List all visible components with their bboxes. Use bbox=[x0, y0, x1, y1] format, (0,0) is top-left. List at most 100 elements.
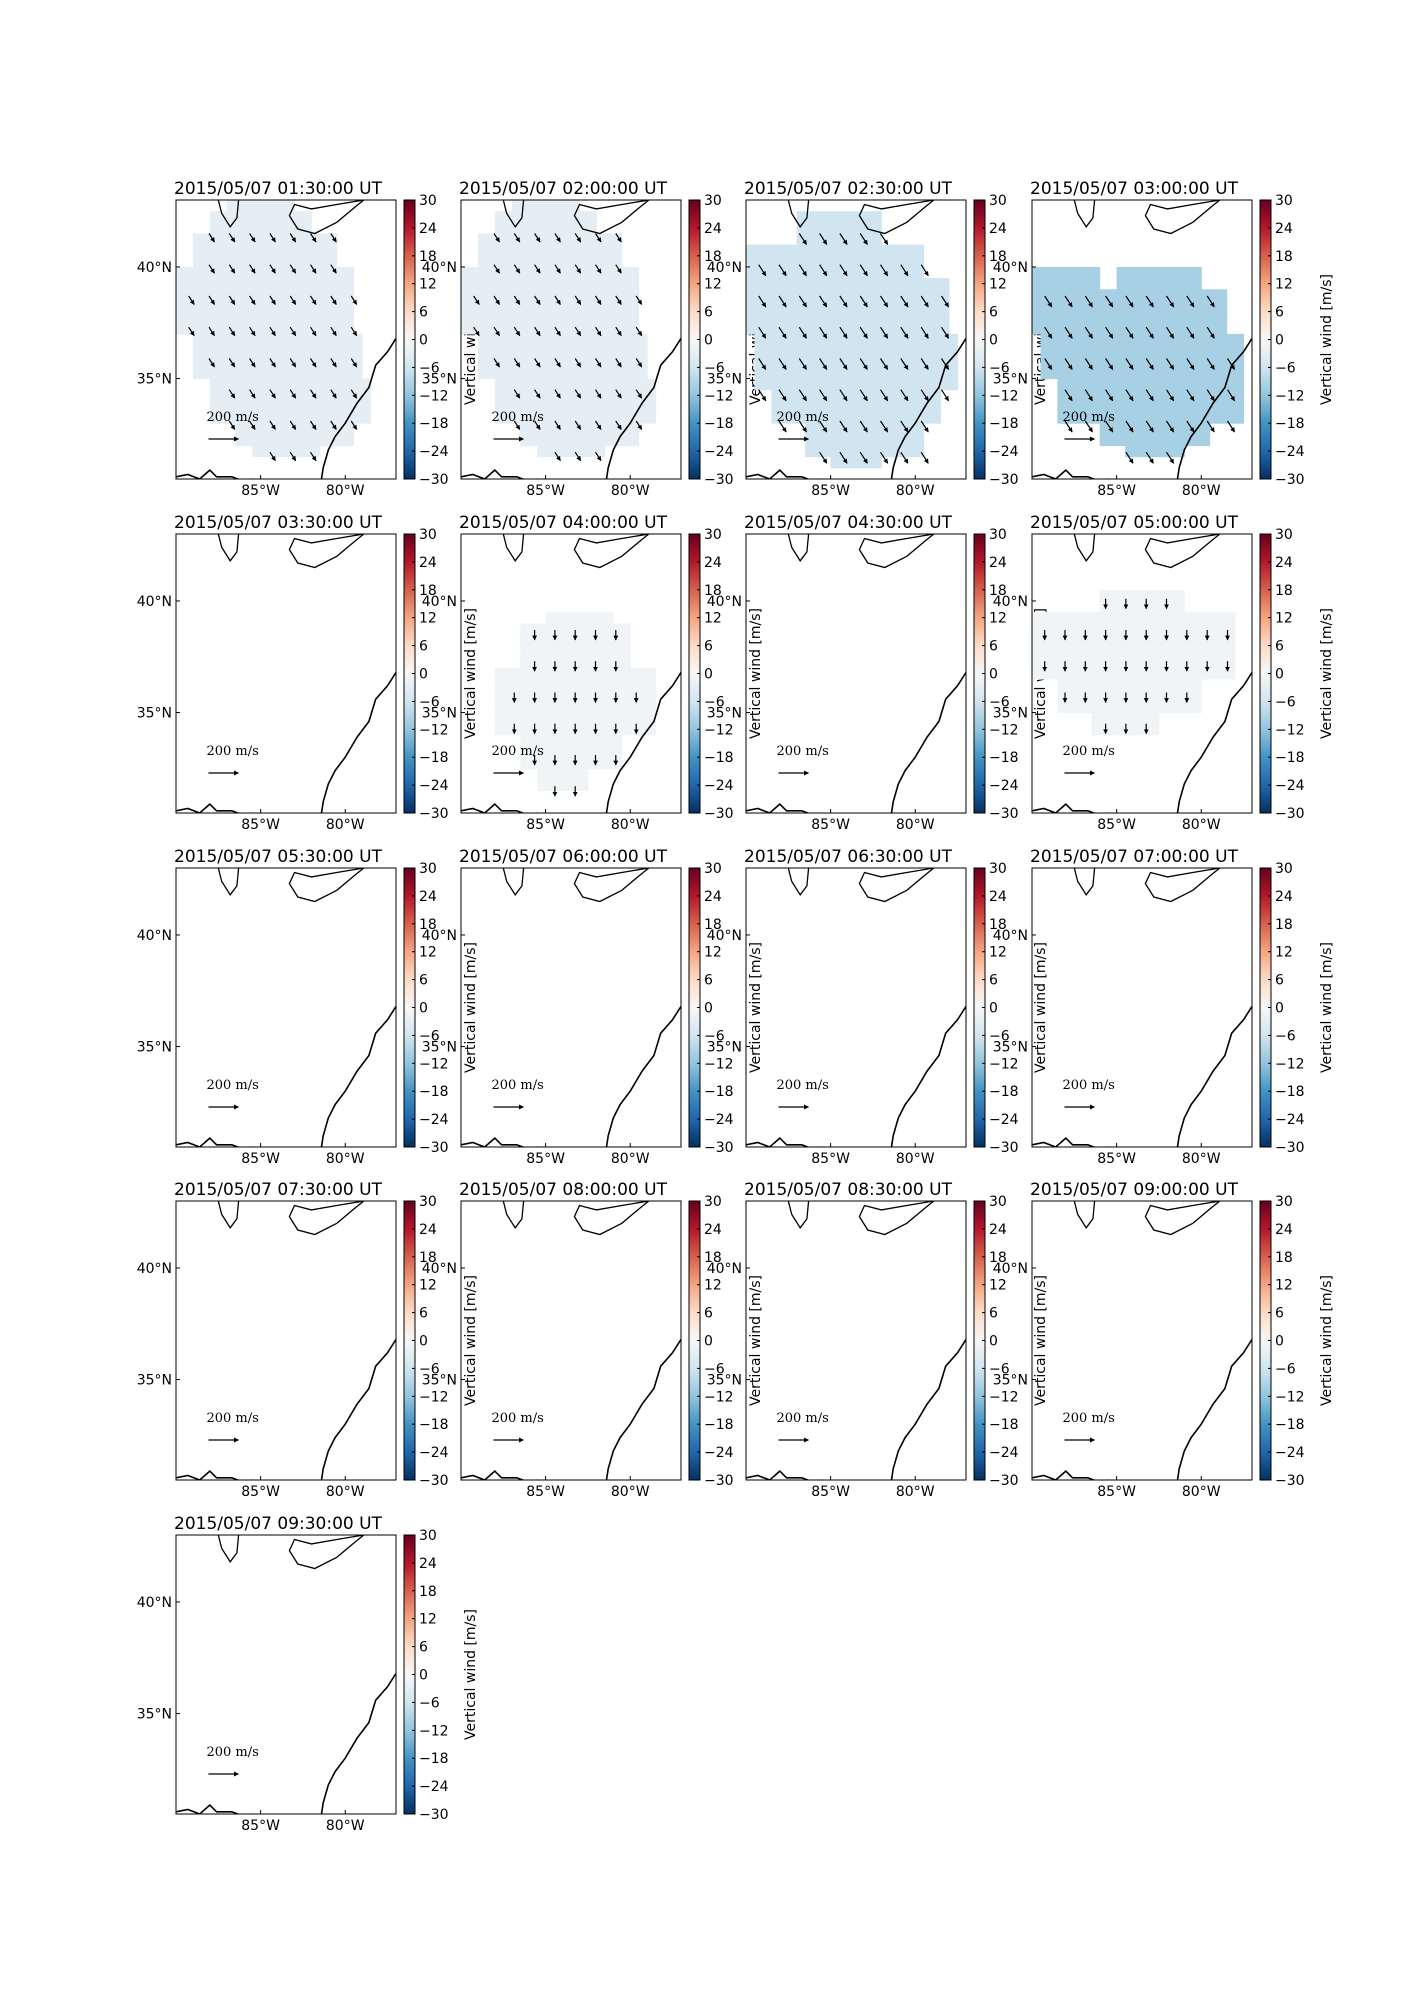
heatmap-cell bbox=[746, 322, 755, 335]
heatmap-cell bbox=[1201, 656, 1211, 669]
heatmap-cell bbox=[1142, 701, 1151, 714]
heatmap-cell bbox=[1192, 367, 1202, 380]
coastline-gulf bbox=[461, 1137, 538, 1147]
heatmap-cell bbox=[218, 333, 228, 346]
heatmap-cell bbox=[545, 645, 555, 658]
lake-michigan bbox=[502, 1201, 525, 1229]
heatmap-cell bbox=[923, 311, 933, 324]
heatmap-cell bbox=[889, 289, 899, 301]
heatmap-cell bbox=[260, 322, 270, 335]
heatmap-cell bbox=[915, 267, 925, 279]
colorbar-tick-label: 12 bbox=[419, 611, 437, 627]
quiver-key: 200 m/s bbox=[776, 410, 829, 442]
heatmap-cell bbox=[1108, 289, 1118, 301]
heatmap-cell bbox=[579, 278, 589, 290]
heatmap-cell bbox=[201, 367, 211, 380]
heatmap-cell bbox=[856, 233, 865, 246]
wind-arrow bbox=[758, 389, 767, 402]
colorbar-tick-label: −30 bbox=[989, 472, 1019, 488]
heatmap-cell bbox=[528, 311, 538, 324]
heatmap-cell bbox=[1201, 378, 1211, 391]
heatmap-cell bbox=[201, 356, 211, 368]
heatmap-cell bbox=[209, 389, 219, 402]
heatmap-cell bbox=[822, 244, 832, 257]
heatmap-cell bbox=[1158, 634, 1168, 647]
colorbar-tick-label: 18 bbox=[704, 583, 722, 599]
heatmap-cell bbox=[345, 311, 355, 324]
heatmap-cell bbox=[1142, 345, 1151, 357]
heatmap-cell bbox=[571, 222, 580, 234]
heatmap-cell bbox=[528, 345, 538, 357]
heatmap-cell bbox=[630, 267, 640, 279]
heatmap-cell bbox=[353, 400, 363, 413]
heatmap-cell bbox=[779, 255, 789, 268]
colorbar-tick-label: 6 bbox=[1275, 305, 1284, 321]
heatmap-cell bbox=[1158, 389, 1168, 402]
wind-arrow bbox=[879, 326, 889, 339]
colorbar-tick-label: −30 bbox=[1275, 472, 1305, 488]
heatmap-cell bbox=[932, 289, 942, 301]
heatmap-cell bbox=[1226, 333, 1236, 346]
heatmap-cell bbox=[604, 412, 614, 424]
heatmap-cell bbox=[822, 412, 832, 424]
heatmap-cell bbox=[571, 712, 580, 725]
heatmap-cell bbox=[528, 746, 538, 758]
heatmap-cell bbox=[209, 400, 219, 413]
heatmap-cell bbox=[537, 434, 547, 447]
heatmap-cell bbox=[604, 434, 614, 447]
heatmap-cell bbox=[1218, 378, 1228, 391]
heatmap-cell bbox=[1158, 345, 1168, 357]
heatmap-cell bbox=[277, 267, 287, 279]
heatmap-cell bbox=[771, 244, 781, 257]
heatmap-cell bbox=[302, 211, 312, 223]
heatmap-cell bbox=[1192, 289, 1202, 301]
heatmap-cell bbox=[805, 445, 815, 458]
x-tick-label: 85°W bbox=[1097, 1484, 1136, 1500]
wind-arrow bbox=[269, 389, 276, 399]
colorbar-label: Vertical wind [m/s] bbox=[1033, 1275, 1049, 1406]
heatmap-cell bbox=[805, 289, 815, 301]
map-frame bbox=[175, 1534, 397, 1815]
heatmap-cell bbox=[906, 311, 916, 324]
wind-arrow bbox=[798, 358, 808, 370]
colorbar-tick-label: −6 bbox=[989, 360, 1010, 376]
heatmap-cell bbox=[294, 389, 304, 402]
map-frame bbox=[460, 1200, 682, 1481]
map-frame bbox=[460, 533, 682, 814]
heatmap-cell bbox=[260, 211, 270, 223]
wind-arrow bbox=[615, 295, 622, 305]
wind-arrow bbox=[778, 389, 787, 402]
heatmap-cell bbox=[1142, 445, 1151, 458]
heatmap-cell bbox=[1099, 712, 1109, 725]
heatmap-cell bbox=[209, 300, 219, 313]
heatmap-cell bbox=[260, 300, 270, 313]
x-tick-label: 85°W bbox=[1097, 483, 1136, 499]
heatmap-cell bbox=[528, 267, 538, 279]
x-tick-label: 80°W bbox=[326, 817, 365, 833]
colorbar-tick-label: 12 bbox=[419, 945, 437, 961]
heatmap-cell bbox=[345, 345, 355, 357]
heatmap-cell bbox=[537, 311, 547, 324]
colorbar-tick-label: −12 bbox=[419, 1389, 449, 1405]
colorbar-tick-label: −30 bbox=[704, 472, 734, 488]
wind-arrow bbox=[920, 389, 929, 402]
y-tick-label: 40°N bbox=[993, 1261, 1028, 1277]
heatmap-cell bbox=[796, 244, 806, 257]
heatmap-cell bbox=[503, 356, 513, 368]
heatmap-cell bbox=[856, 289, 865, 301]
heatmap-cell bbox=[1048, 278, 1058, 290]
heatmap-cell bbox=[486, 244, 496, 257]
heatmap-cell bbox=[889, 412, 899, 424]
heatmap-cell bbox=[328, 311, 338, 324]
heatmap-cell bbox=[537, 634, 547, 647]
coastline-gulf bbox=[746, 1470, 823, 1480]
heatmap-cell bbox=[1040, 333, 1050, 346]
heatmap-cell bbox=[1201, 623, 1211, 635]
heatmap-cell bbox=[898, 400, 908, 413]
heatmap-cell bbox=[571, 779, 580, 792]
heatmap-cell bbox=[336, 289, 346, 301]
heatmap-cell bbox=[587, 378, 597, 391]
